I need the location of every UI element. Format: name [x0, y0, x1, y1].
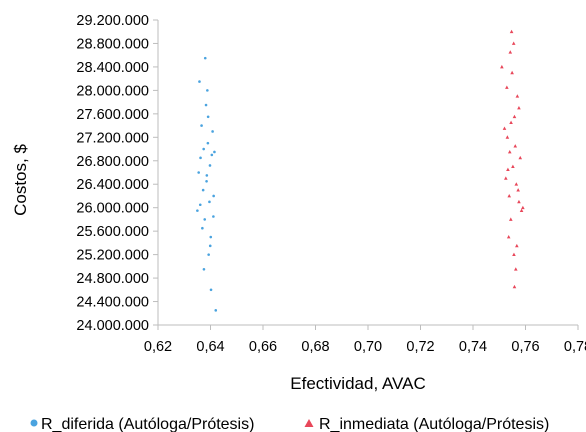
point-r-inmediata — [506, 167, 510, 171]
y-tick-label: 24.800.000 — [76, 271, 149, 287]
point-r-inmediata — [515, 94, 520, 98]
point-r-inmediata — [514, 182, 519, 186]
point-r-diferida — [201, 226, 204, 230]
data-points — [196, 29, 525, 312]
legend-marker-r-diferida — [30, 419, 38, 427]
point-r-inmediata — [508, 50, 513, 54]
x-tick-label: 0,64 — [196, 339, 224, 355]
point-r-inmediata — [512, 252, 516, 257]
x-tick-label: 0,62 — [144, 339, 172, 355]
point-r-diferida — [212, 194, 215, 198]
point-r-inmediata — [509, 29, 514, 34]
point-r-diferida — [206, 89, 209, 92]
x-tick-label: 0,74 — [459, 339, 487, 355]
point-r-diferida — [205, 179, 208, 183]
y-tick-label: 26.000.000 — [76, 201, 149, 217]
point-r-inmediata — [509, 217, 513, 221]
point-r-diferida — [201, 188, 205, 192]
y-tick-label: 26.400.000 — [76, 177, 149, 193]
point-r-diferida — [204, 103, 208, 107]
point-r-inmediata — [513, 267, 518, 271]
x-axis-title: Efectividad, AVAC — [290, 374, 425, 393]
point-r-inmediata — [513, 144, 518, 148]
y-tick-label: 27.200.000 — [76, 130, 149, 146]
point-r-inmediata — [521, 205, 525, 210]
point-r-inmediata — [500, 64, 504, 69]
point-r-inmediata — [511, 164, 515, 169]
point-r-inmediata — [517, 105, 521, 110]
x-tick-label: 0,68 — [301, 339, 329, 355]
y-tick-label: 28.800.000 — [76, 36, 149, 52]
point-r-diferida — [200, 124, 203, 127]
point-r-diferida — [206, 141, 210, 145]
point-r-diferida — [209, 235, 213, 239]
y-axis-ticks: 24.000.000 24.400.000 24.800.000 25.200.000… — [76, 13, 158, 334]
point-r-diferida — [208, 244, 212, 248]
point-r-diferida — [210, 153, 214, 157]
y-tick-label: 28.400.000 — [76, 60, 149, 76]
y-tick-label: 29.200.000 — [76, 13, 149, 29]
point-r-inmediata — [502, 126, 507, 130]
point-r-inmediata — [512, 114, 517, 119]
legend: R_diferida (Autóloga/Prótesis) R_inmedia… — [30, 416, 549, 432]
point-r-diferida — [203, 56, 207, 60]
point-r-diferida — [206, 115, 210, 119]
point-r-inmediata — [504, 176, 508, 180]
point-r-diferida — [214, 309, 218, 312]
x-tick-label: 0,72 — [406, 339, 434, 355]
point-r-diferida — [208, 200, 211, 204]
point-r-inmediata — [515, 243, 519, 248]
point-r-inmediata — [517, 199, 521, 204]
legend-label-r-inmediata: R_inmediata (Autóloga/Prótesis) — [319, 416, 549, 432]
point-r-diferida — [213, 150, 216, 154]
point-r-inmediata — [505, 135, 510, 139]
x-tick-label: 0,70 — [354, 339, 382, 355]
legend-marker-r-inmediata — [304, 419, 314, 427]
point-r-diferida — [212, 215, 215, 218]
y-tick-label: 26.800.000 — [76, 154, 149, 170]
point-r-diferida — [199, 156, 202, 160]
point-r-diferida — [198, 203, 202, 207]
point-r-inmediata — [507, 149, 512, 154]
point-r-diferida — [202, 147, 205, 151]
point-r-inmediata — [519, 208, 524, 213]
point-r-inmediata — [511, 41, 516, 45]
point-r-diferida — [207, 253, 210, 256]
point-r-diferida — [203, 218, 207, 221]
y-tick-label: 25.200.000 — [76, 248, 149, 264]
legend-label-r-diferida: R_diferida (Autóloga/Prótesis) — [41, 416, 254, 432]
point-r-diferida — [202, 267, 206, 271]
x-axis-ticks: 0,62 0,64 0,66 0,68 0,70 0,72 0,74 0,76 0,78 — [144, 325, 586, 355]
y-tick-label: 24.400.000 — [76, 295, 149, 311]
y-tick-label: 27.600.000 — [76, 107, 149, 123]
y-tick-label: 28.000.000 — [76, 83, 149, 99]
point-r-inmediata — [506, 235, 511, 239]
x-tick-label: 0,76 — [511, 339, 539, 355]
y-tick-label: 25.600.000 — [76, 224, 149, 240]
x-tick-label: 0,78 — [564, 339, 586, 355]
point-r-inmediata — [510, 70, 514, 75]
point-r-inmediata — [505, 85, 509, 89]
point-r-inmediata — [512, 284, 517, 289]
point-r-diferida — [208, 164, 212, 167]
point-r-diferida — [205, 174, 209, 177]
point-r-diferida — [196, 209, 199, 212]
point-r-inmediata — [509, 120, 513, 125]
y-axis-title: Costos, $ — [11, 144, 30, 216]
x-tick-label: 0,66 — [249, 339, 277, 355]
point-r-diferida — [211, 130, 214, 133]
point-r-inmediata — [516, 188, 520, 192]
y-tick-label: 24.000.000 — [76, 318, 149, 334]
point-r-diferida — [197, 171, 200, 174]
point-r-inmediata — [518, 155, 523, 160]
point-r-diferida — [198, 80, 201, 83]
point-r-inmediata — [507, 193, 512, 198]
point-r-diferida — [209, 288, 213, 292]
